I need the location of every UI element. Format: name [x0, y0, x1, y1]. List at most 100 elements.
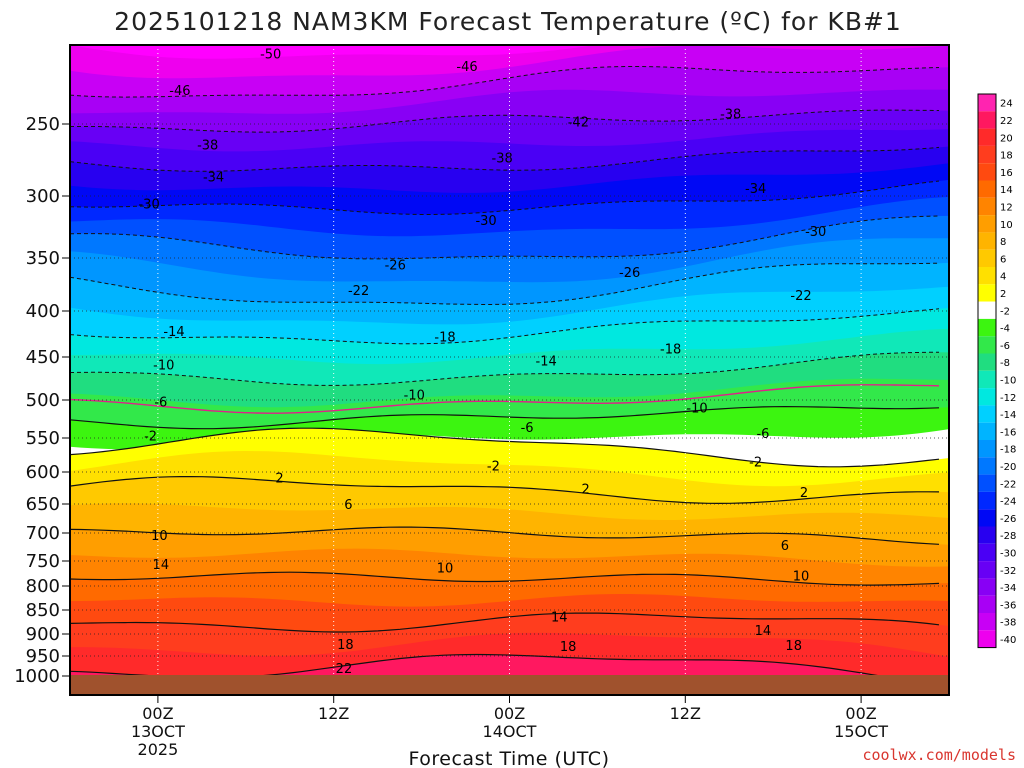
colorbar-label: -18 [1000, 445, 1016, 456]
colorbar-swatch [978, 128, 996, 146]
colorbar-swatch [978, 370, 996, 389]
temperature-bands [70, 45, 949, 675]
contour-label: -26 [619, 266, 640, 281]
y-tick-label: 900 [26, 624, 60, 645]
colorbar-swatch [978, 284, 996, 302]
contour-label: -38 [197, 139, 218, 154]
colorbar-label: -38 [1000, 618, 1016, 629]
x-tick-label: 00Z [494, 704, 525, 723]
y-tick-label: 650 [26, 494, 60, 515]
y-tick-label: 1000 [14, 666, 60, 687]
contour-line [70, 308, 940, 345]
y-tick-label: 400 [26, 301, 60, 322]
colorbar-swatch [978, 232, 996, 250]
contour-line [70, 66, 940, 98]
colorbar-swatch [978, 405, 996, 423]
grid-lines [70, 45, 949, 675]
temperature-contours [70, 66, 940, 675]
contour-label: -22 [348, 284, 369, 299]
contour-line [70, 653, 878, 675]
contour-label: 6 [344, 498, 352, 513]
x-axis-label: Forecast Time (UTC) [409, 748, 610, 768]
colorbar-label: 16 [1000, 168, 1013, 179]
chart-title: 2025101218 NAM3KM Forecast Temperature (… [114, 7, 902, 36]
colorbar-label: -28 [1000, 531, 1016, 542]
colorbar-label: 14 [1000, 185, 1013, 196]
colorbar-label: -8 [1000, 358, 1010, 369]
colorbar-label: -36 [1000, 600, 1016, 611]
x-tick-label: 15OCT [834, 722, 888, 741]
colorbar-swatch [978, 595, 996, 613]
contour-label: 18 [337, 638, 354, 653]
contour-label: -34 [203, 170, 224, 185]
temperature-band [70, 654, 875, 675]
colorbar-label: -24 [1000, 497, 1016, 508]
colorbar-swatch [978, 474, 996, 492]
contour-label: -46 [169, 84, 190, 99]
colorbar-label: -10 [1000, 375, 1016, 386]
colorbar-swatch [978, 180, 996, 198]
contour-line [70, 215, 940, 260]
colorbar-swatch [978, 388, 996, 406]
colorbar-label: 20 [1000, 133, 1013, 144]
y-tick-label: 250 [26, 114, 60, 135]
contour-label: 22 [336, 662, 353, 677]
contour-label: 10 [437, 562, 454, 577]
colorbar-swatch [978, 249, 996, 267]
colorbar-label: -40 [1000, 635, 1016, 646]
contour-line [70, 351, 939, 386]
y-tick-label: 950 [26, 646, 60, 667]
y-tick-label: 750 [26, 551, 60, 572]
colorbar-label: -34 [1000, 583, 1016, 594]
contour-label: 18 [785, 639, 802, 654]
x-tick-label: 2025 [138, 740, 179, 759]
contour-label: -14 [536, 354, 557, 369]
contour-line [70, 612, 940, 633]
colorbar-label: -32 [1000, 566, 1016, 577]
contour-label: -10 [686, 401, 707, 416]
contour-label: -6 [154, 395, 167, 410]
colorbar-swatch [978, 267, 996, 285]
contour-label: -34 [745, 182, 766, 197]
contour-label: -18 [660, 343, 681, 358]
colorbar-swatch [978, 457, 996, 475]
colorbar-label: -4 [1000, 324, 1010, 335]
colorbar-label: -14 [1000, 410, 1016, 421]
contour-line [70, 526, 940, 545]
x-tick-label: 14OCT [483, 722, 537, 741]
contour-label: -2 [144, 429, 157, 444]
colorbar-swatch [978, 543, 996, 562]
contour-label: -22 [790, 289, 811, 304]
contour-label: -30 [475, 214, 496, 229]
colorbar-swatch [978, 561, 996, 579]
colorbar-swatch [978, 509, 996, 527]
contour-line [70, 476, 940, 505]
colorbar-swatch [978, 301, 996, 319]
colorbar-label: 12 [1000, 202, 1013, 213]
colorbar-label: -20 [1000, 462, 1016, 473]
y-tick-label: 300 [26, 186, 60, 207]
colorbar-label: 24 [1000, 99, 1013, 110]
contour-label: -10 [404, 389, 425, 404]
contour-label: 14 [755, 624, 772, 639]
y-tick-label: 800 [26, 576, 60, 597]
contour-labels: -50-46-46-42-38-38-38-34-34-30-30-30-26-… [138, 47, 826, 677]
contour-label: 2 [275, 471, 283, 486]
contour-label: 14 [153, 558, 170, 573]
contour-label: -10 [153, 359, 174, 374]
colorbar-swatch [978, 578, 996, 596]
colorbar-swatch [978, 440, 996, 458]
y-tick-label: 450 [26, 347, 60, 368]
colorbar-swatch [978, 163, 996, 181]
contour-label: -6 [521, 421, 534, 436]
x-tick-label: 00Z [142, 704, 173, 723]
contour-label: -26 [385, 258, 406, 273]
y-tick-label: 550 [26, 428, 60, 449]
contour-line [70, 109, 940, 133]
colorbar-swatch [978, 336, 996, 354]
contour-label: -2 [487, 460, 500, 475]
contour-label: 10 [793, 570, 810, 585]
contour-label: -38 [492, 152, 513, 167]
